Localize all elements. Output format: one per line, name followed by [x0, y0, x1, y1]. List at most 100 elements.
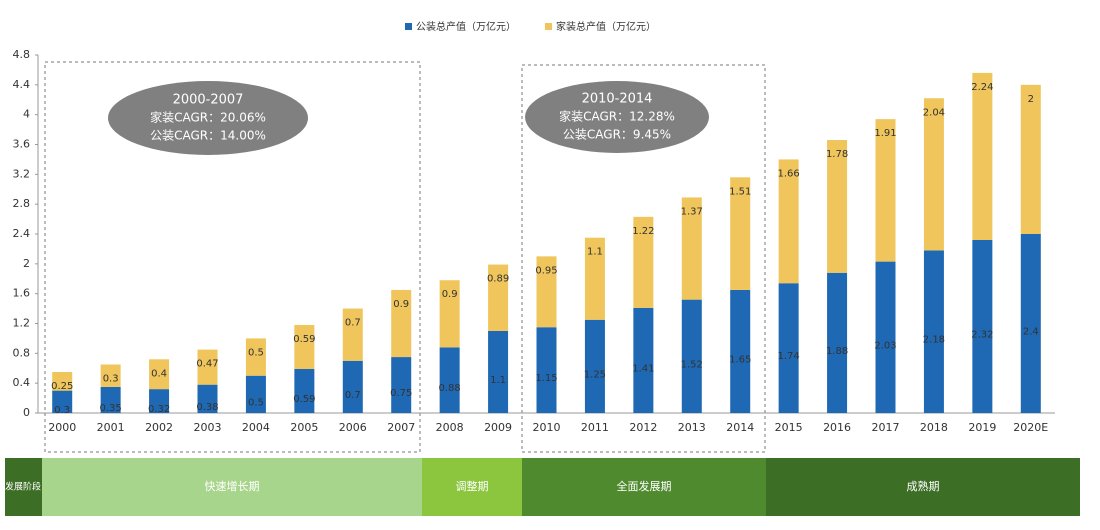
bar-segment	[245, 375, 266, 413]
bar-segment	[536, 327, 557, 413]
data-label: 0.89	[487, 274, 509, 285]
y-tick-label: 0	[23, 406, 30, 419]
bar-segment	[294, 368, 315, 413]
bar-segment	[584, 319, 605, 413]
legend-label: 公装总产值（万亿元）	[416, 20, 516, 33]
annotation-period: 2000-2007	[173, 93, 244, 108]
y-tick-label: 4	[23, 108, 30, 121]
bar-segment	[923, 98, 944, 251]
annotation-text: 公装CAGR：14.00%	[150, 129, 266, 143]
data-label: 1.52	[681, 359, 703, 370]
y-tick-label: 3.2	[13, 167, 31, 180]
data-label: 0.3	[103, 374, 119, 385]
stage-header: 发展阶段	[5, 481, 41, 493]
bar-segment	[294, 324, 315, 369]
bar-segment	[730, 177, 751, 290]
annotation-period: 2010-2014	[582, 92, 653, 107]
stage-label: 调整期	[456, 479, 489, 493]
data-label: 1.1	[490, 375, 506, 386]
bar-segment	[52, 371, 73, 391]
data-label: 1.65	[729, 354, 751, 365]
bar-segment	[1020, 84, 1041, 234]
y-tick-label: 4.8	[13, 48, 31, 61]
data-label: 2.18	[923, 335, 945, 346]
x-tick-label: 2020E	[1013, 421, 1048, 434]
annotation-ellipse	[525, 81, 709, 153]
data-label: 1.22	[632, 226, 654, 237]
data-label: 0.47	[196, 359, 218, 370]
bar-segment	[827, 140, 848, 273]
stage-label: 快速增长期	[205, 479, 260, 493]
bar-segment	[197, 349, 218, 385]
x-tick-label: 2014	[726, 421, 754, 434]
y-tick-label: 0.8	[13, 346, 31, 359]
data-label: 1.88	[826, 346, 848, 357]
x-tick-label: 2000	[48, 421, 76, 434]
annotation-text: 家装CAGR：12.28%	[559, 109, 675, 124]
stage-label: 全面发展期	[617, 479, 672, 493]
x-tick-label: 2012	[629, 421, 657, 434]
y-tick-label: 1.2	[13, 317, 31, 330]
data-label: 0.38	[196, 402, 218, 413]
bar-segment	[439, 347, 460, 413]
bar-segment	[149, 389, 170, 413]
data-label: 2.24	[971, 82, 993, 93]
data-label: 2.32	[971, 329, 993, 340]
data-label: 0.7	[345, 318, 361, 329]
bar-segment	[875, 119, 896, 262]
bar-segment	[488, 330, 509, 413]
bar-segment	[391, 357, 412, 413]
bar-segment	[342, 308, 363, 361]
data-label: 0.3	[54, 405, 70, 416]
data-label: 0.4	[151, 368, 167, 379]
period-box	[44, 61, 421, 453]
data-label: 0.5	[248, 347, 264, 358]
data-label: 0.95	[535, 265, 557, 276]
bar-segment	[536, 256, 557, 328]
x-tick-label: 2005	[290, 421, 318, 434]
data-label: 1.25	[584, 369, 606, 380]
stage-header-cell	[5, 458, 42, 516]
data-label: 0.9	[442, 289, 458, 300]
data-label: 1.1	[587, 247, 603, 258]
bar-segment	[342, 360, 363, 413]
x-tick-label: 2013	[678, 421, 706, 434]
bar-segment	[972, 72, 993, 240]
data-label: 2.4	[1023, 327, 1039, 338]
data-label: 1.66	[778, 168, 800, 179]
stage-cell	[766, 458, 1080, 516]
bar-segment	[584, 237, 605, 320]
bar-segment	[1020, 234, 1041, 413]
annotation-text: 公装CAGR：9.45%	[563, 128, 671, 142]
bar-segment	[778, 283, 799, 413]
data-label: 2	[1028, 94, 1034, 105]
data-label: 0.9	[393, 299, 409, 310]
data-label: 0.32	[148, 404, 170, 415]
data-label: 1.41	[632, 363, 654, 374]
data-label: 1.91	[874, 128, 896, 139]
legend-swatch	[405, 23, 412, 30]
bar-segment	[972, 239, 993, 413]
x-tick-label: 2008	[436, 421, 464, 434]
bar-segment	[633, 307, 654, 413]
data-label: 2.04	[923, 107, 945, 118]
bar-segment	[197, 384, 218, 413]
x-tick-label: 2016	[823, 421, 851, 434]
data-label: 2.03	[874, 340, 896, 351]
bar-segment	[778, 159, 799, 284]
data-label: 0.25	[51, 381, 73, 392]
stage-label: 成熟期	[907, 479, 940, 493]
stage-cell	[42, 458, 422, 516]
bar-segment	[100, 386, 121, 413]
period-box	[521, 64, 766, 453]
data-label: 0.75	[390, 388, 412, 399]
data-label: 1.15	[535, 373, 557, 384]
x-tick-label: 2007	[387, 421, 415, 434]
y-tick-label: 1.6	[13, 287, 31, 300]
x-tick-label: 2019	[968, 421, 996, 434]
bar-segment	[681, 197, 702, 300]
stage-cell	[522, 458, 766, 516]
y-tick-label: 3.6	[13, 138, 31, 151]
x-tick-label: 2015	[775, 421, 803, 434]
